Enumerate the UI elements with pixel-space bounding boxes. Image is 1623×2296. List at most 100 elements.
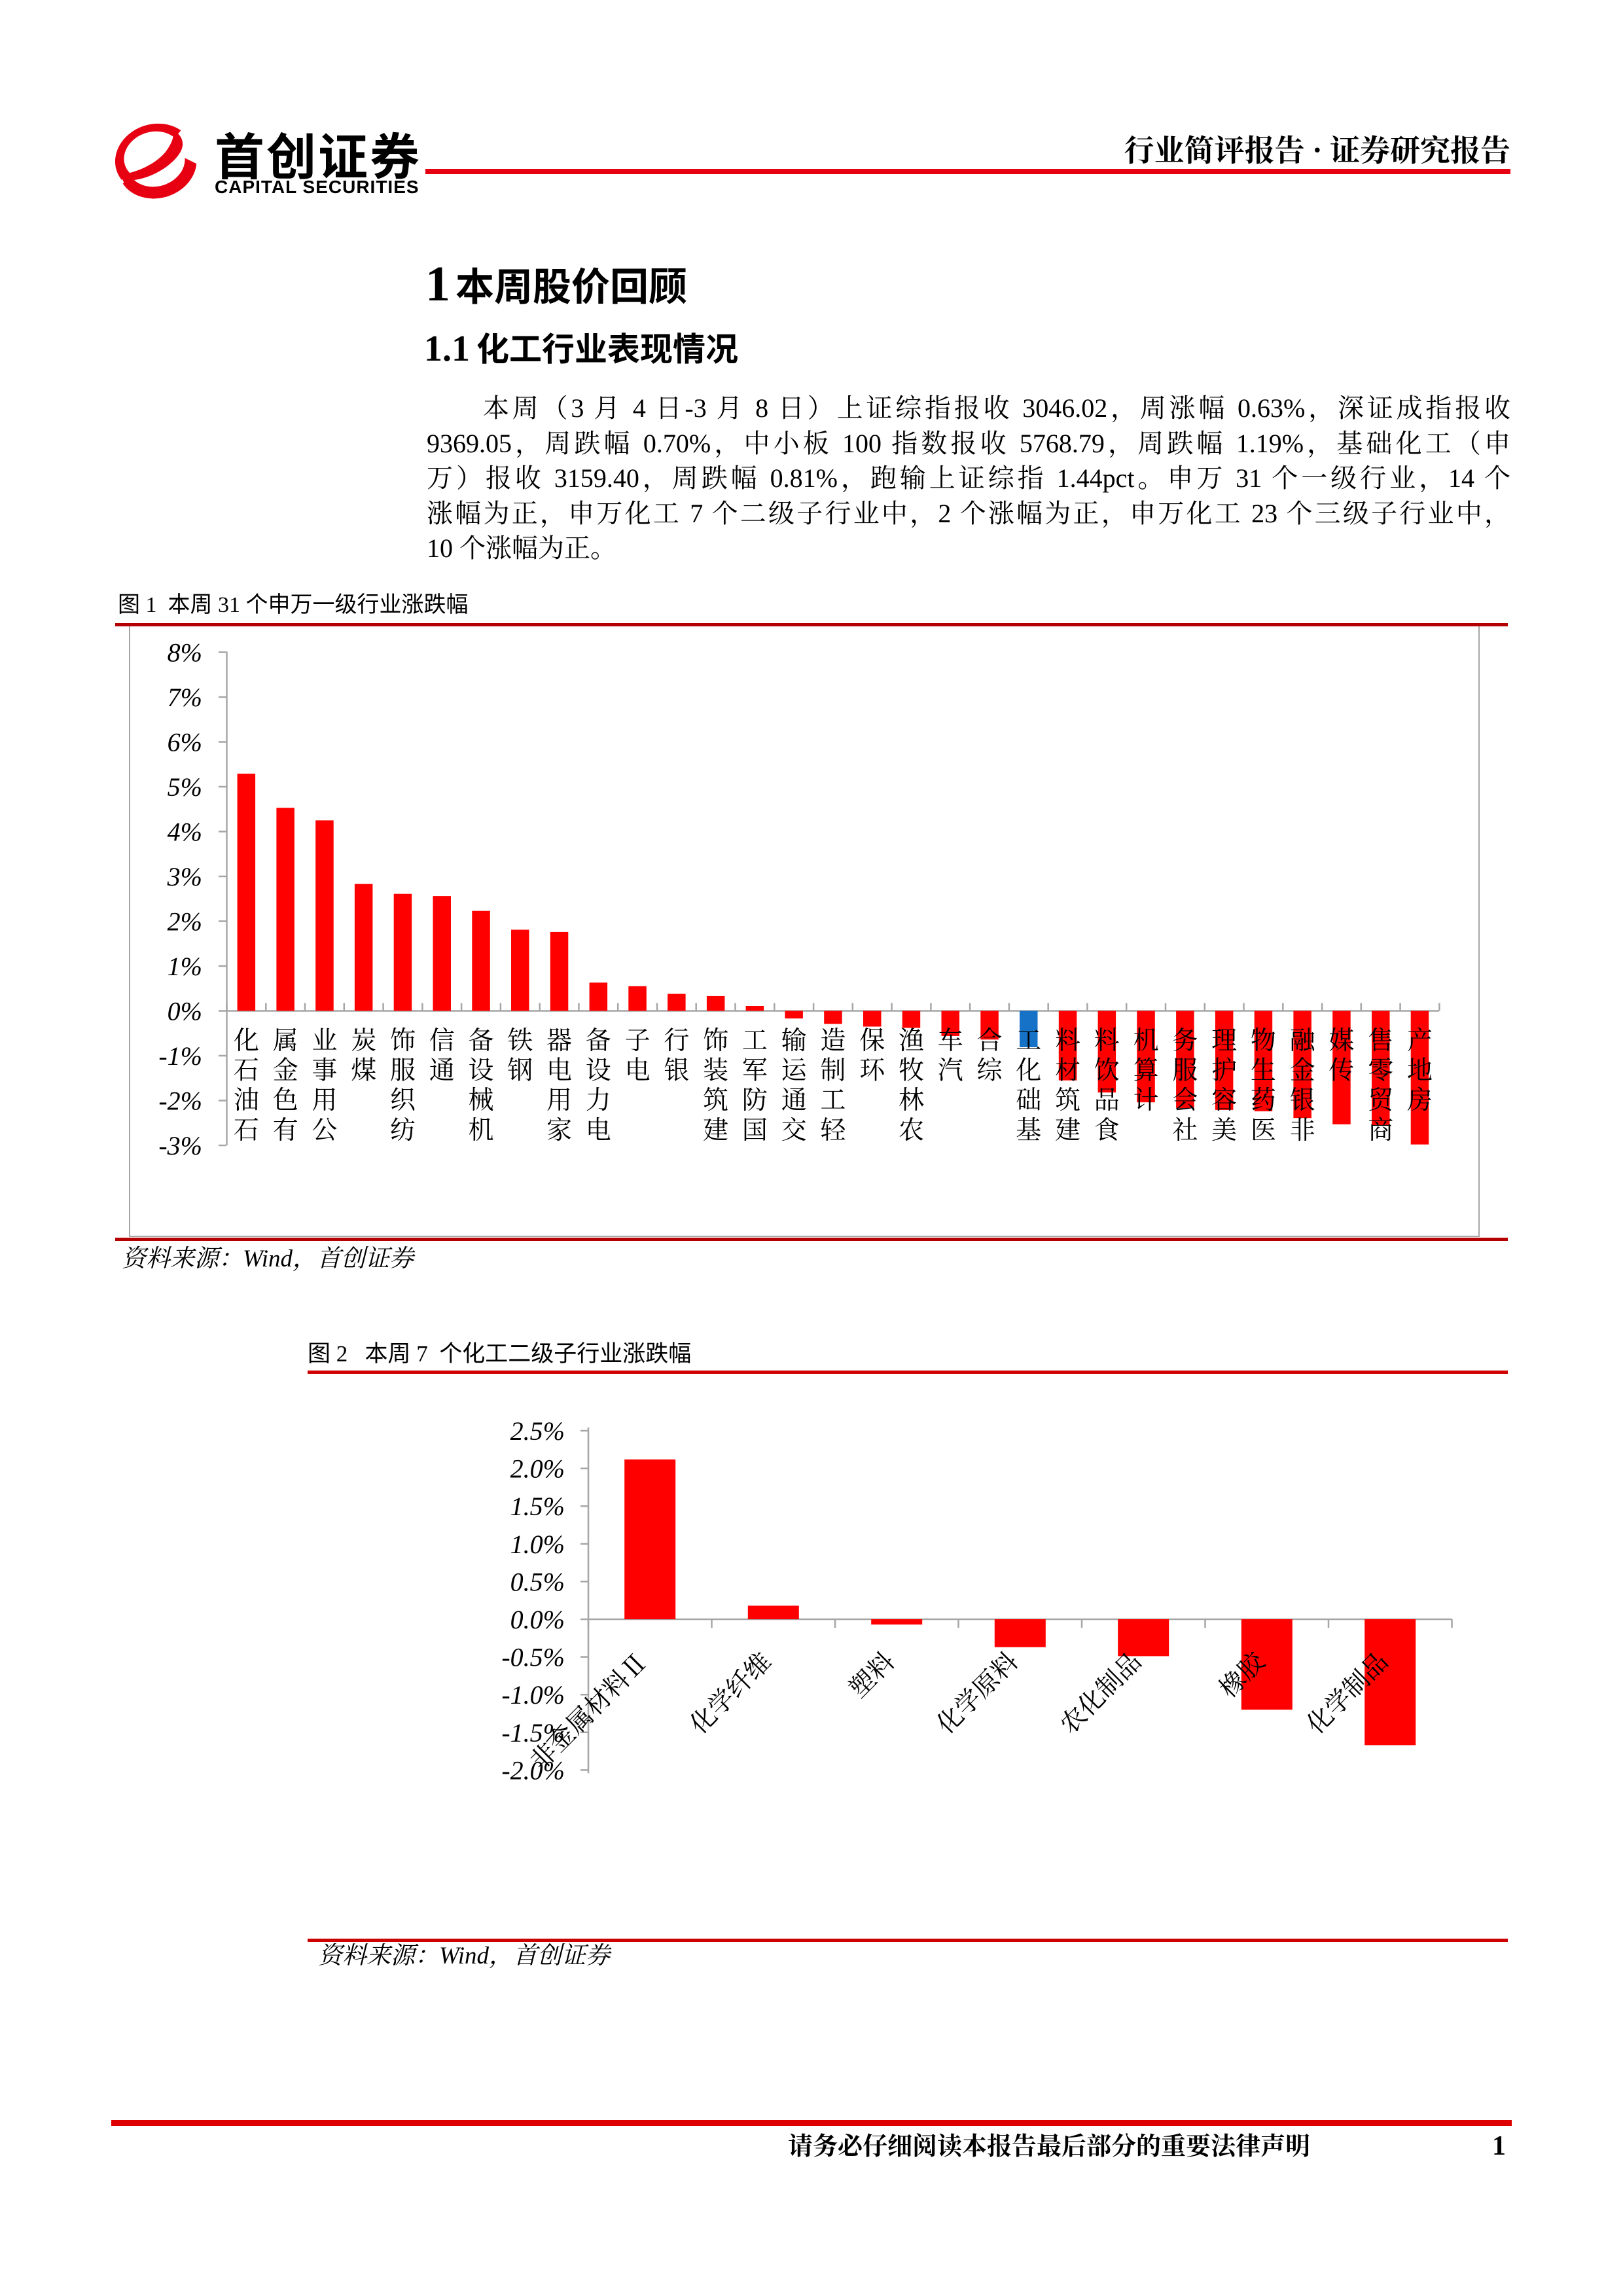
svg-text:务: 务 [1172, 1027, 1198, 1055]
svg-text:公: 公 [312, 1117, 337, 1145]
svg-text:油: 油 [234, 1086, 259, 1115]
svg-text:-0.5%: -0.5% [501, 1643, 565, 1672]
svg-text:家: 家 [546, 1117, 572, 1145]
svg-text:建: 建 [1055, 1117, 1080, 1145]
svg-text:2%: 2% [168, 907, 202, 937]
svg-text:煤: 煤 [351, 1057, 376, 1085]
svg-text:会: 会 [1172, 1086, 1198, 1115]
svg-text:-1.0%: -1.0% [501, 1680, 565, 1710]
svg-text:房: 房 [1407, 1086, 1433, 1115]
svg-text:造: 造 [820, 1027, 846, 1055]
svg-text:机: 机 [468, 1117, 493, 1145]
svg-text:服: 服 [390, 1057, 416, 1085]
svg-text:轻: 轻 [820, 1117, 846, 1145]
svg-text:备: 备 [586, 1027, 611, 1055]
svg-text:建: 建 [703, 1117, 728, 1145]
svg-text:业: 业 [312, 1027, 337, 1055]
svg-text:车: 车 [938, 1027, 963, 1055]
svg-text:1.5%: 1.5% [510, 1492, 565, 1521]
svg-text:算: 算 [1133, 1057, 1159, 1085]
svg-text:4%: 4% [168, 817, 202, 847]
svg-text:化: 化 [1016, 1057, 1041, 1085]
svg-text:石: 石 [234, 1057, 259, 1085]
svg-text:生: 生 [1251, 1057, 1276, 1085]
svg-text:炭: 炭 [351, 1027, 376, 1055]
svg-text:-1%: -1% [158, 1041, 202, 1071]
svg-text:零: 零 [1368, 1057, 1393, 1085]
svg-text:药: 药 [1251, 1086, 1276, 1115]
svg-text:物: 物 [1251, 1027, 1276, 1055]
svg-text:铁: 铁 [507, 1027, 533, 1055]
svg-text:-2.0%: -2.0% [501, 1755, 565, 1785]
svg-text:2.0%: 2.0% [510, 1454, 565, 1484]
svg-text:0%: 0% [168, 997, 202, 1026]
svg-text:饮: 饮 [1094, 1057, 1120, 1085]
svg-text:7%: 7% [168, 683, 202, 712]
svg-text:纺: 纺 [390, 1117, 416, 1145]
svg-text:媒: 媒 [1329, 1027, 1354, 1055]
svg-text:银: 银 [664, 1057, 689, 1085]
svg-text:运: 运 [781, 1057, 808, 1085]
svg-text:-1.5%: -1.5% [501, 1718, 565, 1748]
svg-text:属: 属 [273, 1027, 298, 1055]
svg-text:钢: 钢 [507, 1057, 533, 1085]
svg-text:化学原料: 化学原料 [931, 1647, 1024, 1740]
svg-text:工: 工 [742, 1027, 768, 1055]
svg-text:农: 农 [899, 1117, 924, 1145]
svg-text:械: 械 [468, 1086, 493, 1115]
svg-text:医: 医 [1251, 1117, 1276, 1145]
svg-text:料: 料 [1055, 1027, 1080, 1055]
svg-text:电: 电 [546, 1057, 572, 1085]
svg-text:筑: 筑 [703, 1086, 728, 1115]
svg-text:石: 石 [234, 1117, 259, 1145]
svg-text:牧: 牧 [899, 1057, 924, 1085]
svg-text:饰: 饰 [390, 1027, 416, 1055]
svg-text:计: 计 [1133, 1086, 1159, 1115]
svg-text:工: 工 [1016, 1027, 1041, 1055]
svg-text:8%: 8% [168, 638, 202, 668]
svg-text:用: 用 [312, 1086, 337, 1115]
svg-text:非: 非 [1290, 1117, 1315, 1145]
svg-text:化学纤维: 化学纤维 [685, 1647, 777, 1740]
svg-text:化: 化 [234, 1027, 259, 1055]
svg-text:织: 织 [390, 1086, 416, 1115]
svg-text:农化制品: 农化制品 [1055, 1647, 1147, 1740]
svg-text:电: 电 [586, 1117, 611, 1145]
svg-text:保: 保 [859, 1027, 885, 1055]
svg-text:塑料: 塑料 [844, 1647, 901, 1704]
svg-text:售: 售 [1368, 1027, 1393, 1055]
svg-text:行: 行 [664, 1027, 689, 1055]
svg-text:-2%: -2% [158, 1086, 202, 1116]
svg-text:容: 容 [1211, 1086, 1237, 1115]
svg-text:3%: 3% [167, 862, 202, 891]
svg-text:础: 础 [1016, 1086, 1041, 1115]
svg-text:料: 料 [1094, 1027, 1120, 1055]
svg-text:军: 军 [742, 1057, 768, 1085]
svg-text:防: 防 [742, 1086, 768, 1115]
svg-text:基: 基 [1016, 1117, 1041, 1145]
svg-text:力: 力 [586, 1086, 611, 1115]
svg-text:合: 合 [976, 1027, 1002, 1055]
svg-text:银: 银 [1290, 1086, 1315, 1115]
svg-text:环: 环 [859, 1057, 885, 1085]
svg-text:装: 装 [703, 1057, 728, 1085]
svg-text:传: 传 [1329, 1057, 1354, 1085]
svg-text:电: 电 [625, 1057, 651, 1085]
svg-text:备: 备 [468, 1027, 493, 1055]
svg-text:色: 色 [273, 1086, 298, 1115]
svg-text:器: 器 [546, 1027, 572, 1055]
svg-text:工: 工 [820, 1086, 846, 1115]
svg-text:2.5%: 2.5% [510, 1416, 565, 1446]
svg-text:设: 设 [586, 1057, 611, 1085]
svg-text:贸: 贸 [1368, 1086, 1394, 1115]
svg-text:子: 子 [625, 1027, 651, 1055]
svg-text:金: 金 [1290, 1057, 1315, 1085]
svg-text:制: 制 [820, 1057, 846, 1085]
svg-text:食: 食 [1094, 1117, 1120, 1145]
svg-text:饰: 饰 [703, 1027, 728, 1055]
svg-text:机: 机 [1133, 1027, 1159, 1055]
svg-text:设: 设 [468, 1057, 493, 1085]
svg-text:金: 金 [273, 1057, 298, 1085]
svg-text:6%: 6% [168, 728, 202, 757]
svg-text:交: 交 [781, 1117, 807, 1145]
